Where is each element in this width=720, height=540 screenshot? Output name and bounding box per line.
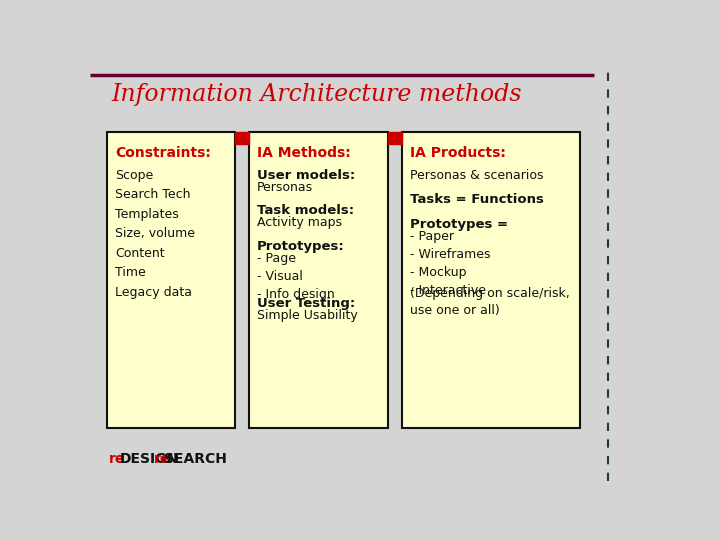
Text: Information Architecture methods: Information Architecture methods <box>112 83 522 105</box>
Text: Prototypes =: Prototypes = <box>410 218 508 231</box>
Text: DESIGN: DESIGN <box>120 452 179 466</box>
Text: IA Methods:: IA Methods: <box>256 146 351 160</box>
Text: Scope
Search Tech
Templates
Size, volume
Content
Time
Legacy data: Scope Search Tech Templates Size, volume… <box>114 168 195 299</box>
Bar <box>235 132 249 144</box>
Text: IA Products:: IA Products: <box>410 146 506 160</box>
Bar <box>402 132 580 428</box>
Text: - Paper
- Wireframes
- Mockup
- Interactive: - Paper - Wireframes - Mockup - Interact… <box>410 231 490 298</box>
Text: re: re <box>109 452 126 466</box>
Text: (Depending on scale/risk,
use one or all): (Depending on scale/risk, use one or all… <box>410 287 570 318</box>
Text: Personas: Personas <box>256 181 312 194</box>
Text: Tasks = Functions: Tasks = Functions <box>410 193 544 206</box>
Text: - Page
- Visual
- Info design: - Page - Visual - Info design <box>256 252 334 301</box>
Text: SEARCH: SEARCH <box>164 452 228 466</box>
Text: re: re <box>153 452 170 466</box>
Text: Simple Usability: Simple Usability <box>256 309 357 322</box>
Bar <box>249 132 388 428</box>
Text: User models:: User models: <box>256 168 355 182</box>
Text: Activity maps: Activity maps <box>256 217 341 230</box>
Text: Task models:: Task models: <box>256 204 354 217</box>
Text: Prototypes:: Prototypes: <box>256 240 344 253</box>
Text: Personas & scenarios: Personas & scenarios <box>410 168 544 182</box>
Text: User Testing:: User Testing: <box>256 296 355 309</box>
Text: Constraints:: Constraints: <box>114 146 211 160</box>
Bar <box>107 132 235 428</box>
Bar <box>388 132 402 144</box>
